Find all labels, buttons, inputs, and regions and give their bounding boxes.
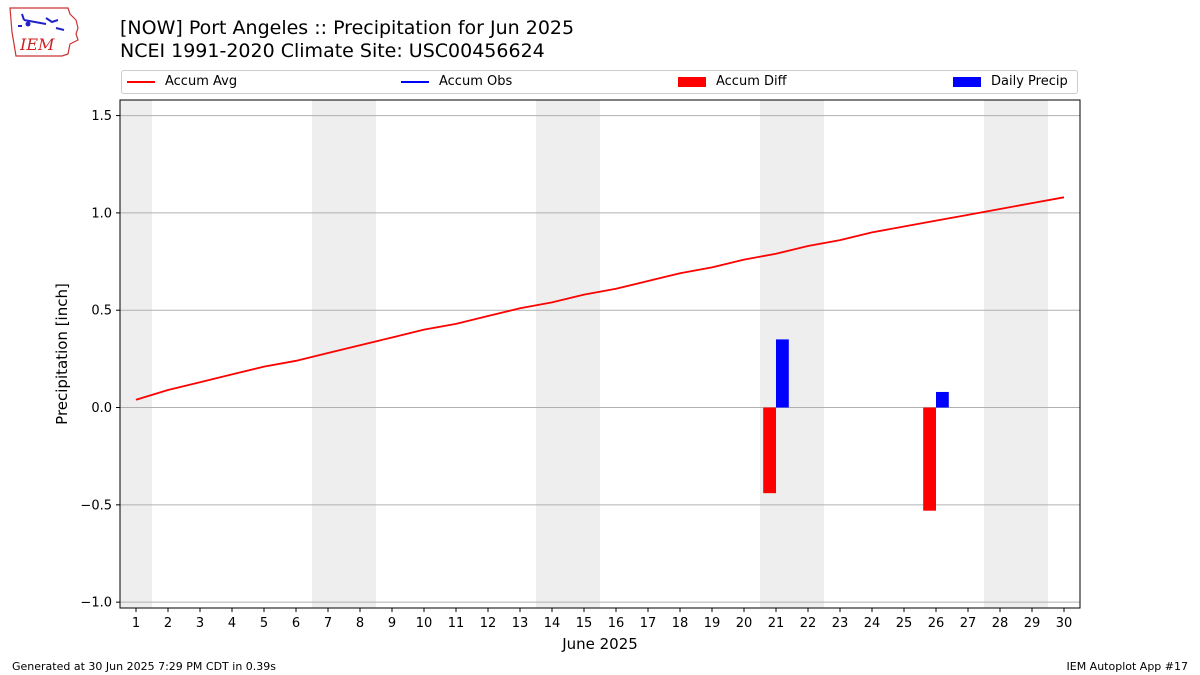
line-accum-avg (135, 196, 1065, 401)
x-tick-label-25: 25 (896, 616, 913, 631)
x-tick-label-16: 16 (608, 616, 625, 631)
x-tick-label-19: 19 (704, 616, 721, 631)
x-tick-label-28: 28 (992, 616, 1009, 631)
x-tick-label-23: 23 (832, 616, 849, 631)
legend-patch-accum-diff (678, 76, 706, 87)
y-tick-label-5: 1.5 (91, 109, 112, 124)
weekend-shade-3 (536, 100, 600, 608)
y-tick-label-2: 0.0 (91, 401, 112, 416)
legend: Accum Avg Accum Obs Accum Diff Daily Pre… (121, 70, 1078, 94)
x-tick-label-8: 8 (356, 616, 364, 631)
x-tick-label-30: 30 (1056, 616, 1073, 631)
x-tick-label-2: 2 (164, 616, 172, 631)
y-tick-label-0: −1.0 (80, 596, 112, 611)
x-tick-label-6: 6 (292, 616, 300, 631)
weekend-shade-1 (120, 100, 152, 608)
legend-line-accum-avg (127, 80, 155, 83)
footer-generated-text: Generated at 30 Jun 2025 7:29 PM CDT in … (12, 660, 277, 673)
x-tick-label-13: 13 (512, 616, 529, 631)
iem-logo-icon: IEM (9, 7, 79, 57)
weekend-shade-4 (760, 100, 824, 608)
weather-dot-icon (25, 21, 31, 27)
legend-item-accum-avg: Accum Avg (127, 74, 237, 89)
x-tick-label-26: 26 (928, 616, 945, 631)
x-tick-label-17: 17 (640, 616, 657, 631)
x-tick-label-21: 21 (768, 616, 785, 631)
x-tick-label-22: 22 (800, 616, 817, 631)
x-tick-label-14: 14 (544, 616, 561, 631)
logo-text: IEM (19, 35, 55, 54)
bar-daily-precip-day-26 (936, 391, 949, 408)
x-tick-label-15: 15 (576, 616, 593, 631)
x-tick-label-3: 3 (196, 616, 204, 631)
x-axis-label: June 2025 (561, 635, 638, 653)
y-tick-label-4: 1.0 (91, 206, 112, 221)
x-tick-label-9: 9 (388, 616, 396, 631)
weather-symbols-icon (18, 13, 65, 31)
bar-accum-diff-day-21 (763, 407, 776, 494)
x-tick-label-1: 1 (132, 616, 140, 631)
footer-app-text: IEM Autoplot App #17 (1066, 660, 1189, 673)
legend-item-accum-obs: Accum Obs (401, 74, 512, 89)
y-axis-label: Precipitation [inch] (53, 283, 71, 425)
legend-label-daily-precip: Daily Precip (991, 74, 1068, 89)
legend-item-daily-precip: Daily Precip (953, 74, 1068, 89)
x-tick-label-20: 20 (736, 616, 753, 631)
x-tick-label-4: 4 (228, 616, 236, 631)
weekend-shade-5 (984, 100, 1048, 608)
chart-subtitle: NCEI 1991-2020 Climate Site: USC00456624 (120, 40, 545, 62)
y-tick-label-1: −0.5 (80, 498, 112, 513)
legend-label-accum-avg: Accum Avg (165, 74, 238, 89)
legend-patch-daily-precip (953, 76, 981, 87)
bar-daily-precip-day-21 (776, 339, 789, 408)
legend-item-accum-diff: Accum Diff (678, 74, 787, 89)
y-tick-label-3: 0.5 (91, 304, 112, 319)
bar-accum-diff-day-26 (923, 407, 936, 511)
plot-frame (119, 99, 1081, 609)
legend-label-accum-diff: Accum Diff (716, 74, 787, 89)
chart-title: [NOW] Port Angeles :: Precipitation for … (120, 17, 575, 39)
x-tick-label-11: 11 (448, 616, 465, 631)
x-tick-label-5: 5 (260, 616, 268, 631)
x-tick-label-24: 24 (864, 616, 881, 631)
legend-line-accum-obs (401, 80, 429, 83)
x-tick-label-12: 12 (480, 616, 497, 631)
legend-label-accum-obs: Accum Obs (439, 74, 513, 89)
x-tick-label-7: 7 (324, 616, 332, 631)
x-tick-label-10: 10 (416, 616, 433, 631)
x-tick-label-18: 18 (672, 616, 689, 631)
x-tick-label-29: 29 (1024, 616, 1041, 631)
x-tick-label-27: 27 (960, 616, 977, 631)
